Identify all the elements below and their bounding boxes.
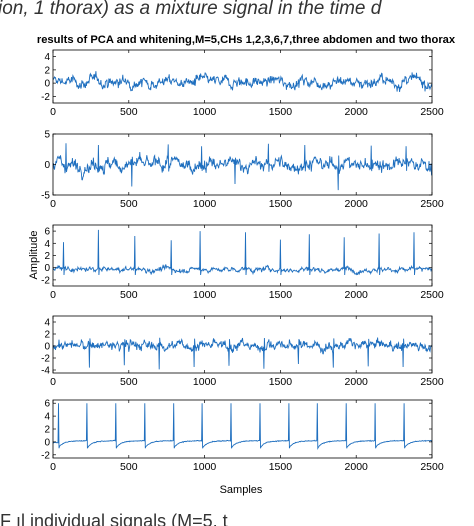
y-tick-label: -2 — [41, 92, 50, 103]
x-tick-label: 1500 — [269, 289, 293, 301]
x-tick-label: 2500 — [420, 198, 444, 210]
signal-line-5 — [53, 403, 432, 451]
y-axis-label: Amplitude — [28, 231, 40, 280]
signal-line-1 — [53, 71, 432, 93]
x-tick-label: 0 — [50, 461, 56, 473]
signal-line-3 — [53, 229, 432, 276]
x-tick-label: 2500 — [420, 289, 444, 301]
x-tick-label: 1000 — [193, 461, 217, 473]
x-tick-label: 1500 — [269, 461, 293, 473]
x-tick-label: 1000 — [193, 106, 217, 118]
x-tick-label: 500 — [120, 289, 138, 301]
x-tick-label: 2500 — [420, 106, 444, 118]
x-tick-label: 2000 — [345, 461, 369, 473]
subplot-2: 0 500 1000 1500 2000 2500-505 — [41, 130, 444, 211]
x-tick-label: 2000 — [345, 106, 369, 118]
signal-line-2 — [53, 143, 432, 191]
x-tick-label: 1000 — [193, 289, 217, 301]
x-tick-label: 2000 — [345, 198, 369, 210]
y-tick-label: 4 — [44, 239, 50, 250]
x-axis-label: Samples — [220, 484, 263, 496]
x-tick-label: 1500 — [269, 198, 293, 210]
y-tick-label: -5 — [41, 191, 50, 202]
y-tick-label: 0 — [44, 160, 50, 171]
x-tick-label: 2000 — [345, 376, 369, 388]
x-tick-label: 500 — [120, 461, 138, 473]
figure-caption-top-fragment: ion, 1 thorax) as a mixture signal in th… — [0, 0, 382, 19]
x-tick-label: 2500 — [420, 461, 444, 473]
x-tick-label: 1500 — [269, 376, 293, 388]
y-tick-label: 4 — [44, 318, 50, 329]
y-tick-label: 0 — [44, 263, 50, 274]
x-tick-label: 0 — [50, 198, 56, 210]
y-tick-label: -2 — [41, 275, 50, 286]
subplot-frame-3 — [52, 224, 433, 287]
y-tick-label: -4 — [41, 366, 50, 377]
y-tick-label: 0 — [44, 342, 50, 353]
y-tick-label: -2 — [41, 450, 50, 461]
x-tick-label: 2000 — [345, 289, 369, 301]
y-tick-label: 2 — [44, 251, 50, 262]
x-tick-label: 1500 — [269, 106, 293, 118]
x-tick-label: 500 — [120, 198, 138, 210]
signal-line-4 — [53, 337, 432, 370]
x-tick-label: 1000 — [193, 198, 217, 210]
y-tick-label: 0 — [44, 437, 50, 448]
x-tick-label: 0 — [50, 376, 56, 388]
y-tick-label: 2 — [44, 425, 50, 436]
figure-caption-bottom-fragment: F ıl individual signals (M=5, t — [0, 511, 228, 526]
x-tick-label: 0 — [50, 106, 56, 118]
x-tick-label: 500 — [120, 376, 138, 388]
x-tick-label: 500 — [120, 106, 138, 118]
y-tick-label: -2 — [41, 354, 50, 365]
x-tick-label: 2500 — [420, 376, 444, 388]
y-tick-label: 2 — [44, 65, 50, 76]
y-tick-label: 6 — [44, 227, 50, 238]
subplot-frame-4 — [52, 315, 433, 374]
chart-title: results of PCA and whitening,M=5,CHs 1,2… — [37, 34, 456, 46]
y-tick-label: 4 — [44, 52, 50, 63]
x-tick-label: 1000 — [193, 376, 217, 388]
y-tick-label: 6 — [44, 399, 50, 410]
x-tick-label: 0 — [50, 289, 56, 301]
y-tick-label: 5 — [44, 130, 50, 141]
subplot-frame-1 — [52, 49, 433, 104]
y-tick-label: 0 — [44, 79, 50, 90]
y-tick-label: 4 — [44, 412, 50, 423]
y-tick-label: 2 — [44, 330, 50, 341]
